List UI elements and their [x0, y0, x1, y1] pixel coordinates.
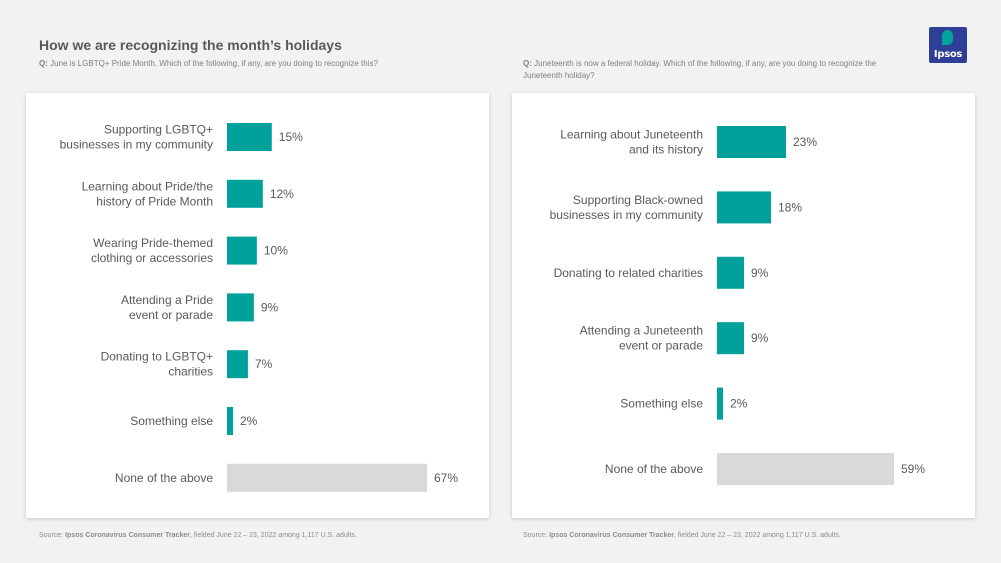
bar: [717, 126, 786, 158]
bar: [717, 322, 744, 355]
category-label: None of the above: [605, 462, 703, 476]
right-question-prefix: Q:: [523, 59, 532, 68]
value-label: 9%: [261, 300, 279, 314]
value-label: 2%: [240, 414, 258, 428]
juneteenth-bar-chart: Learning about Juneteenth and its history…: [550, 126, 925, 485]
value-label: 9%: [751, 331, 769, 345]
source-prefix: Source:: [39, 532, 64, 539]
pride-chart-panel: Supporting LGBTQ+ businesses in my commun…: [26, 93, 489, 518]
value-label: 9%: [751, 266, 769, 280]
category-label: Learning about Pride/the history of Pride…: [82, 179, 214, 208]
value-label: 12%: [270, 187, 294, 201]
right-question-text: Juneteenth is now a federal holiday. Whi…: [523, 59, 877, 80]
value-label: 67%: [434, 471, 458, 485]
bar: [227, 179, 263, 208]
category-label: Attending a Pride event or parade: [121, 293, 213, 322]
category-label: Supporting LGBTQ+ businesses in my commun…: [60, 123, 213, 152]
bar: [227, 350, 248, 379]
source-name: Ipsos Coronavirus Consumer Tracker: [549, 532, 674, 539]
pride-bar-chart: Supporting LGBTQ+ businesses in my commun…: [60, 123, 458, 492]
right-question: Q: Juneteenth is now a federal holiday. …: [523, 58, 883, 82]
ipsos-logo: Ipsos: [929, 27, 967, 63]
left-question-prefix: Q:: [39, 59, 48, 68]
bar: [717, 256, 744, 289]
category-label: Donating to LGBTQ+ charities: [101, 350, 213, 379]
category-label: Learning about Juneteenth and its history: [560, 128, 703, 157]
category-label: None of the above: [115, 471, 213, 485]
value-label: 2%: [730, 397, 748, 411]
value-label: 7%: [255, 357, 273, 371]
value-label: 15%: [279, 130, 303, 144]
source-prefix: Source:: [523, 532, 548, 539]
bar: [227, 236, 257, 265]
category-label: Supporting Black-owned businesses in my c…: [550, 193, 703, 222]
source-detail: , fielded June 22 – 23, 2022 among 1,117…: [189, 532, 357, 539]
bar: [717, 191, 771, 224]
logo-text: Ipsos: [933, 49, 963, 60]
value-label: 23%: [793, 135, 817, 149]
right-source-note: Source: Ipsos Coronavirus Consumer Track…: [523, 532, 841, 539]
category-label: Donating to related charities: [554, 266, 703, 280]
bar: [227, 463, 427, 492]
page-title: How we are recognizing the month’s holid…: [39, 37, 342, 53]
value-label: 59%: [901, 462, 925, 476]
bar: [717, 453, 894, 485]
source-name: Ipsos Coronavirus Consumer Tracker: [65, 532, 190, 539]
juneteenth-chart-panel: Learning about Juneteenth and its history…: [512, 93, 975, 518]
category-label: Something else: [620, 397, 703, 411]
value-label: 10%: [264, 244, 288, 258]
left-source-note: Source: Ipsos Coronavirus Consumer Track…: [39, 532, 357, 539]
source-detail: , fielded June 22 – 23, 2022 among 1,117…: [673, 532, 841, 539]
logo-leaf-icon: [942, 30, 953, 45]
bar: [717, 387, 723, 420]
bar: [227, 407, 233, 435]
left-question-text: June is LGBTQ+ Pride Month. Which of the…: [50, 59, 378, 68]
category-label: Something else: [130, 414, 213, 428]
category-label: Wearing Pride-themed clothing or accessor…: [91, 236, 213, 265]
left-question: Q: June is LGBTQ+ Pride Month. Which of …: [39, 58, 489, 70]
bar: [227, 293, 254, 322]
value-label: 18%: [778, 200, 802, 214]
bar: [227, 123, 272, 151]
category-label: Attending a Juneteenth event or parade: [580, 324, 704, 353]
